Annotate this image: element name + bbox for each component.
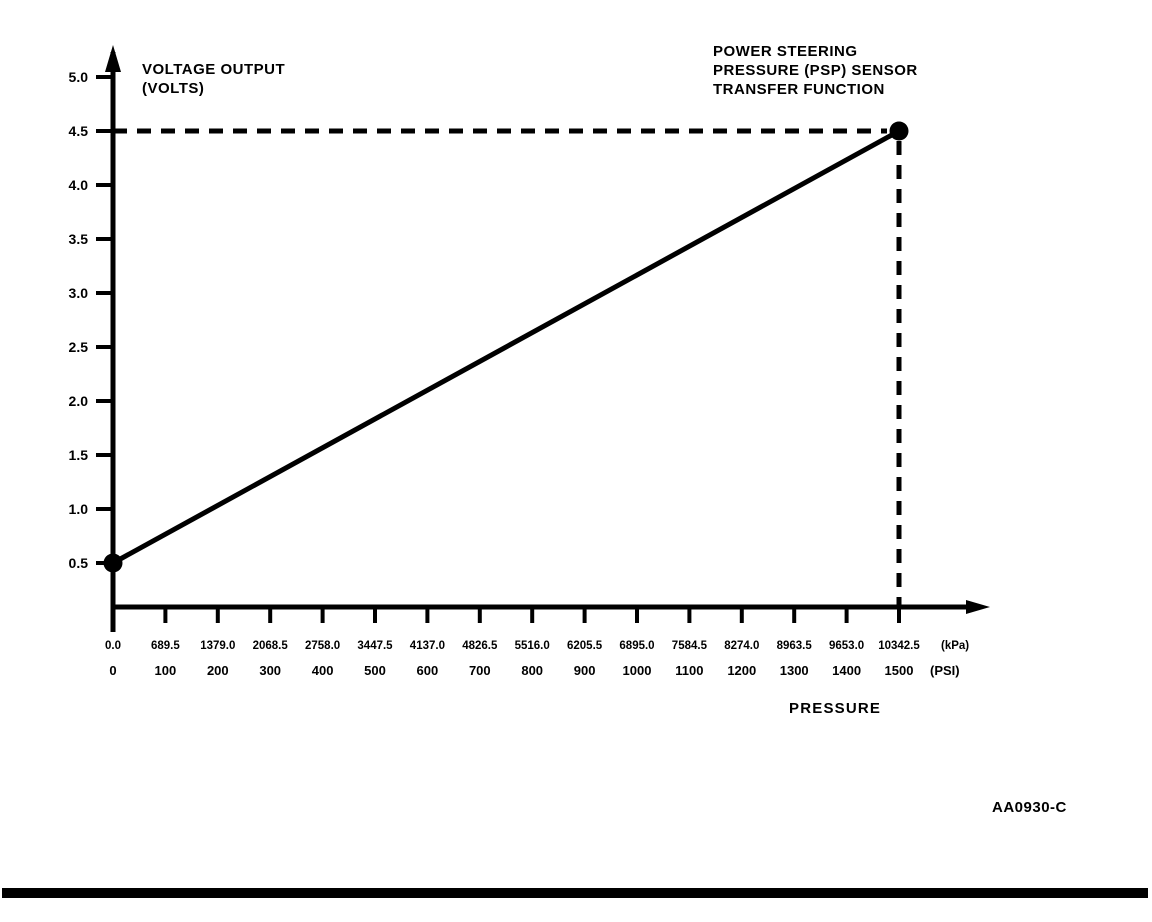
y-tick-label: 3.5 — [69, 231, 89, 247]
x-tick-label-psi: 800 — [521, 663, 543, 678]
y-tick-label: 1.5 — [69, 447, 89, 463]
chart-title-line1: POWER STEERING — [713, 43, 858, 60]
y-tick-label: 2.5 — [69, 339, 89, 355]
chart-title: POWER STEERING PRESSURE (PSP) SENSOR TRA… — [713, 42, 918, 99]
x-tick-label-kpa: 2758.0 — [305, 640, 340, 652]
x-axis-unit-kpa: (kPa) — [941, 640, 969, 652]
bottom-rule — [2, 888, 1148, 898]
data-point — [889, 121, 909, 141]
x-axis-title: PRESSURE — [789, 700, 882, 717]
x-tick-label-kpa: 8963.5 — [777, 640, 813, 652]
y-tick-label: 1.0 — [69, 501, 89, 517]
x-tick-label-kpa: 9653.0 — [829, 640, 864, 652]
x-axis-arrow — [966, 600, 990, 614]
x-tick-label-kpa: 3447.5 — [357, 640, 393, 652]
chart-title-line3: TRANSFER FUNCTION — [713, 81, 885, 98]
x-tick-label-psi: 900 — [574, 663, 596, 678]
y-tick-label: 2.0 — [69, 393, 89, 409]
x-tick-label-kpa: 1379.0 — [200, 640, 235, 652]
x-tick-label-kpa: 6895.0 — [619, 640, 654, 652]
x-tick-label-kpa: 4826.5 — [462, 640, 498, 652]
chart-canvas: 5.0 4.5 4.0 3.5 3.0 2.5 2.0 1.5 1.0 0.5 0.0 0 689.5 1… — [69, 45, 990, 678]
figure-code: AA0930-C — [992, 799, 1067, 816]
x-tick-label-kpa: 7584.5 — [672, 640, 708, 652]
y-axis-arrow — [105, 45, 121, 72]
x-tick-label-psi: 700 — [469, 663, 491, 678]
data-point — [103, 553, 123, 573]
transfer-function-line — [111, 128, 901, 566]
y-tick-label: 4.0 — [69, 177, 89, 193]
x-tick-label-kpa: 8274.0 — [724, 640, 759, 652]
y-axis-title-line1: VOLTAGE OUTPUT — [142, 61, 286, 78]
y-axis-title-line2: (VOLTS) — [142, 80, 205, 97]
x-tick-label-psi: 300 — [259, 663, 281, 678]
x-tick-label-kpa: 689.5 — [151, 640, 180, 652]
x-tick-label-kpa: 2068.5 — [253, 640, 289, 652]
y-tick-label: 0.5 — [69, 555, 89, 571]
y-axis-title: VOLTAGE OUTPUT (VOLTS) — [142, 60, 285, 98]
x-tick-label-psi: 1400 — [832, 663, 861, 678]
y-tick-label: 3.0 — [69, 285, 89, 301]
y-tick-label: 4.5 — [69, 123, 89, 139]
x-tick-label-kpa: 5516.0 — [515, 640, 550, 652]
x-tick-label-psi: 500 — [364, 663, 386, 678]
x-tick-label-psi: 400 — [312, 663, 334, 678]
x-tick-label-kpa: 0.0 — [105, 640, 121, 652]
x-axis-unit-psi: (PSI) — [930, 663, 960, 678]
x-tick-label-psi: 1300 — [780, 663, 809, 678]
chart-title-line2: PRESSURE (PSP) SENSOR — [713, 62, 918, 79]
x-tick-label-psi: 1500 — [885, 663, 914, 678]
x-tick-label-psi: 1100 — [675, 663, 703, 678]
x-tick-label-psi: 1000 — [623, 663, 652, 678]
x-tick-label-psi: 0 — [109, 663, 116, 678]
x-tick-label-psi: 600 — [417, 663, 439, 678]
y-tick-label: 5.0 — [69, 69, 89, 85]
x-tick-label-kpa: 10342.5 — [878, 640, 920, 652]
x-tick-label-psi: 100 — [155, 663, 177, 678]
x-tick-label-kpa: 6205.5 — [567, 640, 603, 652]
x-tick-label-kpa: 4137.0 — [410, 640, 445, 652]
x-tick-label-psi: 200 — [207, 663, 229, 678]
x-tick-label-psi: 1200 — [727, 663, 756, 678]
